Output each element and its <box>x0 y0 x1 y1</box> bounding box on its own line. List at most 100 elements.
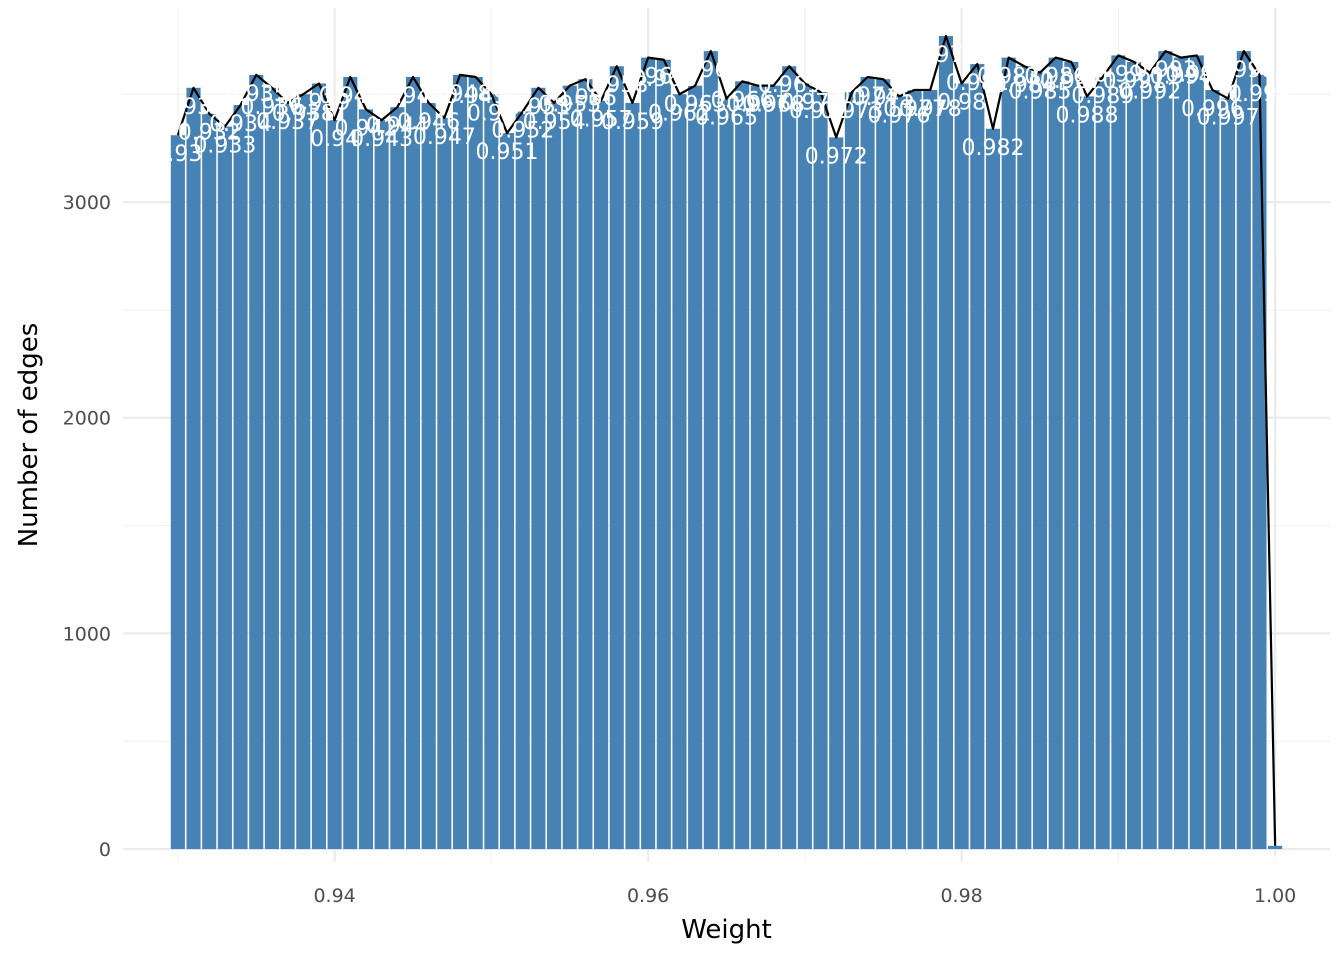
bar <box>1048 57 1063 850</box>
bar-value-label: 0.932 <box>178 121 241 146</box>
bar <box>217 126 232 850</box>
bar <box>484 94 499 850</box>
bar-value-label: 0.994 <box>1150 65 1213 90</box>
bar-value-label: 0.979 <box>914 43 977 68</box>
bar-value-label: 0.947 <box>413 125 476 150</box>
bar-value-label: 0.992 <box>1118 80 1181 105</box>
bar-value-labels: 0.930.9310.9320.9330.9340.9350.9360.9370… <box>153 43 1291 878</box>
bar-value-label: 0.951 <box>476 140 539 165</box>
bar <box>1221 98 1236 850</box>
bar-value-label: 0.998 <box>1212 58 1275 83</box>
bar-value-label: 0.965 <box>695 106 758 131</box>
bar-value-label: 0.938 <box>272 101 335 126</box>
x-axis-ticks: 0.94 0.96 0.98 1.00 <box>313 885 1296 907</box>
bar <box>1236 51 1251 850</box>
bar-value-label: 0.963 <box>664 93 727 118</box>
bar-value-label: 0.939 <box>287 90 350 115</box>
bar <box>782 66 797 850</box>
bar <box>578 79 593 850</box>
bar <box>280 102 295 850</box>
bar-value-label: 0.948 <box>429 82 492 107</box>
bar-value-label: 0.953 <box>507 95 570 120</box>
bar <box>719 98 734 850</box>
bar-value-label: 0.978 <box>899 97 962 122</box>
bar-value-label: 0.969 <box>758 73 821 98</box>
bar-value-label: 0.961 <box>632 67 695 92</box>
bar <box>405 77 421 850</box>
bar-value-label: 0.989 <box>1071 84 1134 109</box>
x-tick-label: 1.00 <box>1254 885 1296 907</box>
bar-value-label: 0.937 <box>256 110 319 135</box>
bar-value-label: 0.955 <box>538 93 601 118</box>
bar-value-label: 0.931 <box>162 95 225 120</box>
bar <box>609 66 624 850</box>
bar-value-label: 0.987 <box>1040 69 1103 94</box>
bar <box>907 89 922 850</box>
bar <box>202 113 217 850</box>
bar-value-label: 0.936 <box>240 95 303 120</box>
bar <box>766 85 781 850</box>
bar <box>1079 96 1095 850</box>
bar <box>735 81 750 850</box>
bar-value-label: 0.972 <box>805 144 868 169</box>
bar-value-label: 0.993 <box>1134 58 1197 83</box>
bar-value-label: 0.949 <box>444 84 507 109</box>
bar <box>311 83 326 850</box>
bar <box>860 77 875 850</box>
bar <box>499 133 515 850</box>
bar <box>1205 89 1220 850</box>
y-tick-label: 0 <box>99 839 111 861</box>
bar-value-label: 0.95 <box>467 101 516 126</box>
bar <box>170 135 185 850</box>
bar <box>264 87 279 850</box>
y-tick-label: 1000 <box>63 623 111 645</box>
bar <box>233 105 248 850</box>
bar <box>515 111 530 850</box>
bar-value-label: 0.995 <box>1165 62 1228 87</box>
bar-value-label: 0.97 <box>780 90 829 115</box>
bar-value-label: 0.959 <box>601 110 664 135</box>
x-tick-label: 0.96 <box>627 885 669 907</box>
bar <box>468 77 483 850</box>
bar-value-label: 0.977 <box>883 97 946 122</box>
bar-value-label: 0.945 <box>382 84 445 109</box>
bar <box>923 89 938 850</box>
bar <box>876 79 891 850</box>
bar-value-label: 0.966 <box>711 88 774 113</box>
bar-value-label: 0.99 <box>1094 62 1143 87</box>
bar <box>1174 57 1189 850</box>
bar-value-label: 0.976 <box>867 103 930 128</box>
bar-value-label: 0.996 <box>1181 97 1244 122</box>
bar <box>1189 55 1204 850</box>
bar-value-label: 0.999 <box>1228 82 1291 107</box>
bar-value-label: 0.954 <box>523 110 586 135</box>
bar <box>985 128 1001 850</box>
bar <box>547 102 562 850</box>
bar-value-label: 0.971 <box>789 99 852 124</box>
y-axis-ticks: 0 1000 2000 3000 <box>63 192 111 861</box>
bar-value-label: 0.943 <box>350 127 413 152</box>
bar-value-label: 0.96 <box>624 65 673 90</box>
bar-value-label: 0.94 <box>310 127 359 152</box>
bar-value-label: 0.956 <box>554 86 617 111</box>
bar-value-label: 0.974 <box>836 84 899 109</box>
bar <box>1095 77 1110 850</box>
y-tick-label: 3000 <box>63 192 111 214</box>
x-tick-label: 0.94 <box>313 885 355 907</box>
bar <box>938 36 954 850</box>
bar-value-label: 0.985 <box>1009 80 1072 105</box>
bar <box>186 87 201 850</box>
bar-value-label: 0.944 <box>366 114 429 139</box>
bar <box>1252 74 1267 850</box>
bar <box>954 83 969 850</box>
bar-value-label: 0.997 <box>1197 106 1260 131</box>
bar <box>829 137 844 850</box>
bar-value-label: 0.988 <box>1056 103 1119 128</box>
bar <box>562 85 577 850</box>
count-polyline <box>176 34 1277 846</box>
bar <box>327 120 342 850</box>
bar-value-label: 0.967 <box>726 93 789 118</box>
bar <box>390 107 405 850</box>
bar <box>672 94 687 850</box>
y-tick-label: 2000 <box>63 408 111 430</box>
